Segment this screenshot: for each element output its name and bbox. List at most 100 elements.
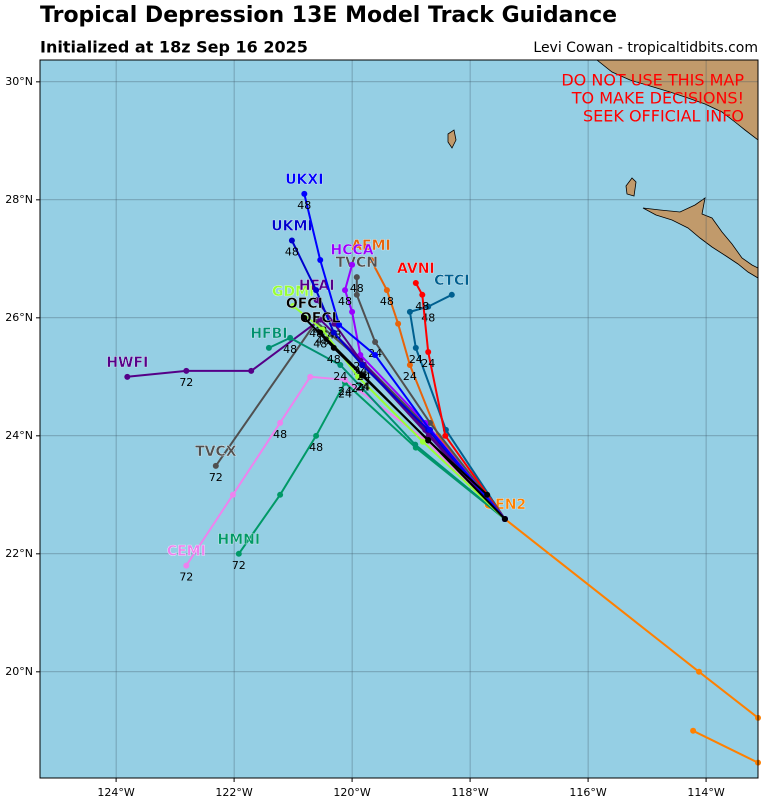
hour-label: 48 <box>327 353 341 366</box>
track-point <box>337 362 344 369</box>
track-point <box>367 257 374 264</box>
model-name: AVNI <box>397 261 435 277</box>
track-line <box>291 240 506 520</box>
model-name: UKMI <box>271 219 312 235</box>
track-point <box>690 727 697 734</box>
model-name: CEMI <box>167 544 206 560</box>
model-name: HFBI <box>250 326 287 342</box>
model-name: OFCI <box>286 296 323 312</box>
warning-line: SEEK OFFICIAL INFO <box>583 107 744 126</box>
hour-label: 48 <box>297 199 311 212</box>
hour-label: 24 <box>403 370 417 383</box>
hour-label: 48 <box>273 428 287 441</box>
track-point <box>342 376 349 383</box>
track-point <box>317 257 324 264</box>
x-tick-label: 114°W <box>687 786 724 799</box>
track-line <box>237 381 506 555</box>
track-point <box>425 303 432 310</box>
track-point <box>331 320 338 327</box>
track-point <box>307 373 314 380</box>
hour-label: 72 <box>179 571 193 584</box>
track-point <box>419 291 426 298</box>
model-name: TVCX <box>195 444 237 460</box>
x-tick-label: 118°W <box>451 786 488 799</box>
land <box>447 59 759 279</box>
track-point <box>484 491 491 498</box>
track-point <box>426 419 433 426</box>
hour-label: 72 <box>209 471 223 484</box>
hour-label: 48 <box>285 246 299 259</box>
hour-label: 24 <box>333 370 347 383</box>
track-line <box>370 259 506 520</box>
track-point <box>342 287 349 294</box>
track-point <box>353 274 360 281</box>
hour-label: 72 <box>232 559 246 572</box>
track-point <box>412 280 419 287</box>
model-name: TVCN <box>336 255 378 271</box>
track-point <box>287 334 294 341</box>
track-point <box>124 373 131 380</box>
track-point <box>412 344 419 351</box>
track-point <box>277 491 284 498</box>
grid <box>40 60 758 778</box>
warning-line: TO MAKE DECISIONS! <box>571 89 744 108</box>
island <box>447 129 457 149</box>
track-point <box>425 436 432 443</box>
track-point <box>448 291 455 298</box>
track-point <box>317 316 324 323</box>
track-point <box>696 668 703 675</box>
y-tick-label: 28°N <box>5 193 33 206</box>
track-point <box>426 426 433 433</box>
track-line <box>303 193 506 520</box>
track-point <box>372 339 379 346</box>
track-point <box>290 303 297 310</box>
track-line <box>408 293 506 520</box>
hour-label: 24 <box>409 353 423 366</box>
track-point <box>248 367 255 374</box>
hour-label: 48 <box>309 441 323 454</box>
track-point <box>412 441 419 448</box>
chart-title: Tropical Depression 13E Model Track Guid… <box>40 3 617 28</box>
track-point <box>501 516 508 523</box>
model-name: GDMI <box>272 284 314 300</box>
track-point <box>183 562 190 569</box>
model-name: UKXI <box>285 172 323 188</box>
track-point <box>277 419 284 426</box>
track-point <box>317 329 324 336</box>
hour-label: 48 <box>283 343 297 356</box>
track-point <box>419 438 426 445</box>
track-point <box>212 462 219 469</box>
track-point <box>372 351 379 358</box>
warning-line: DO NOT USE THIS MAP <box>561 71 744 90</box>
hour-label: 24 <box>421 357 435 370</box>
x-tick-label: 122°W <box>215 786 252 799</box>
track-point <box>183 367 190 374</box>
track-point <box>313 287 320 294</box>
track-point <box>229 491 236 498</box>
track-point <box>313 297 320 304</box>
hour-label: 24 <box>338 385 352 398</box>
hour-label: 72 <box>179 376 193 389</box>
y-tick-label: 24°N <box>5 429 33 442</box>
track-point <box>349 308 356 315</box>
y-tick-label: 26°N <box>5 311 33 324</box>
model-name: CTCI <box>434 273 469 289</box>
track-point <box>330 329 337 336</box>
track-point <box>359 362 366 369</box>
track-point <box>288 237 295 244</box>
hour-label: 24 <box>356 381 370 394</box>
track-point <box>406 362 413 369</box>
island <box>625 177 637 197</box>
hour-label: 24 <box>355 381 369 394</box>
hour-label: 48 <box>350 282 364 295</box>
hour-label: 48 <box>338 295 352 308</box>
y-tick-label: 30°N <box>5 75 33 88</box>
track-point <box>395 320 402 327</box>
x-tick-label: 124°W <box>97 786 134 799</box>
credit: Levi Cowan - tropicaltidbits.com <box>533 40 758 56</box>
y-tick-label: 20°N <box>5 665 33 678</box>
model-name: HCCA <box>331 243 374 259</box>
track-point <box>425 349 432 356</box>
hour-label: 48 <box>415 300 429 313</box>
